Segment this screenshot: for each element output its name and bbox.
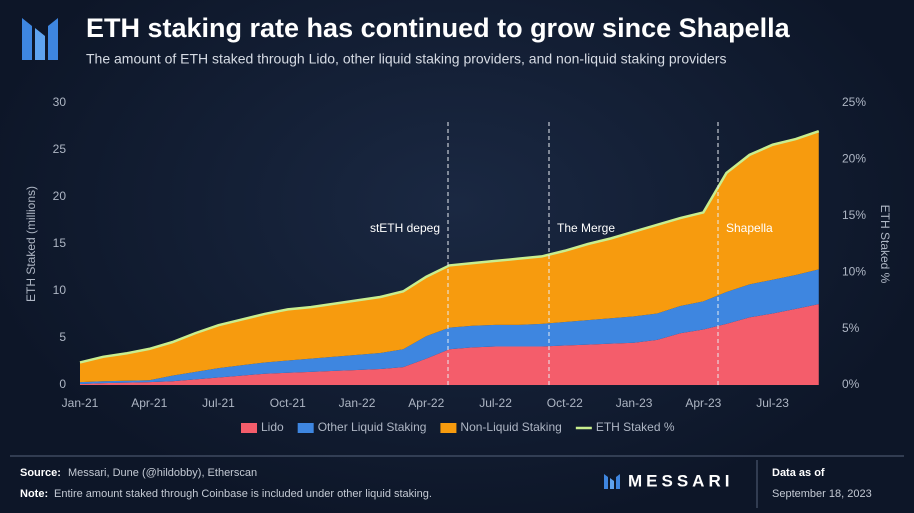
y2-tick-label: 15%	[842, 208, 866, 222]
x-tick-label: Jul-23	[756, 396, 789, 410]
x-tick-label: Jul-22	[479, 396, 512, 410]
x-tick-label: Apr-21	[131, 396, 167, 410]
y-tick-label: 5	[59, 330, 66, 344]
annotation: The Merge	[557, 221, 615, 235]
annotation: stETH depeg	[370, 221, 440, 235]
area	[80, 269, 819, 385]
data-as-of: Data as of	[772, 467, 825, 479]
legend-label: Non-Liquid Staking	[460, 420, 561, 434]
legend-swatch	[241, 423, 257, 433]
y2-tick-label: 20%	[842, 152, 866, 166]
logo	[22, 18, 58, 60]
line	[79, 130, 820, 364]
y2-tick-label: 0%	[842, 377, 860, 391]
y2-tick-label: 10%	[842, 264, 866, 278]
x-tick-label: Oct-21	[270, 396, 306, 410]
legend-label: Other Liquid Staking	[318, 420, 427, 434]
x-tick-label: Oct-22	[547, 396, 583, 410]
x-tick-label: Jan-22	[339, 396, 376, 410]
area	[80, 131, 819, 383]
brand-logo	[604, 474, 620, 489]
chart-subtitle: The amount of ETH staked through Lido, o…	[86, 51, 726, 67]
note: Entire amount staked through Coinbase is…	[54, 488, 432, 500]
y-tick-label: 15	[53, 236, 67, 250]
y2-axis-title: ETH Staked %	[878, 205, 892, 284]
note-label: Note:	[20, 488, 48, 500]
legend-swatch	[440, 423, 457, 433]
y-axis-title: ETH Staked (millions)	[24, 186, 38, 302]
y-tick-label: 25	[53, 142, 67, 156]
source-label: Source:	[20, 467, 61, 479]
y2-tick-label: 25%	[842, 95, 866, 109]
data-date: September 18, 2023	[772, 488, 872, 500]
y-tick-label: 20	[53, 189, 67, 203]
x-tick-label: Jul-21	[202, 396, 235, 410]
area	[80, 304, 819, 385]
legend-label: Lido	[261, 420, 284, 434]
source: Messari, Dune (@hildobby), Etherscan	[68, 467, 257, 479]
y-tick-label: 10	[53, 283, 67, 297]
x-tick-label: Apr-23	[685, 396, 721, 410]
x-tick-label: Jan-23	[616, 396, 653, 410]
y-tick-label: 30	[53, 95, 67, 109]
x-tick-label: Apr-22	[408, 396, 444, 410]
legend-swatch	[297, 423, 314, 433]
y-tick-label: 0	[59, 377, 66, 391]
chart-title: ETH staking rate has continued to grow s…	[86, 13, 791, 43]
legend-label: ETH Staked %	[596, 420, 675, 434]
annotation: Shapella	[726, 221, 773, 235]
x-tick-label: Jan-21	[62, 396, 99, 410]
y2-tick-label: 5%	[842, 321, 860, 335]
brand: MESSARI	[628, 471, 733, 490]
